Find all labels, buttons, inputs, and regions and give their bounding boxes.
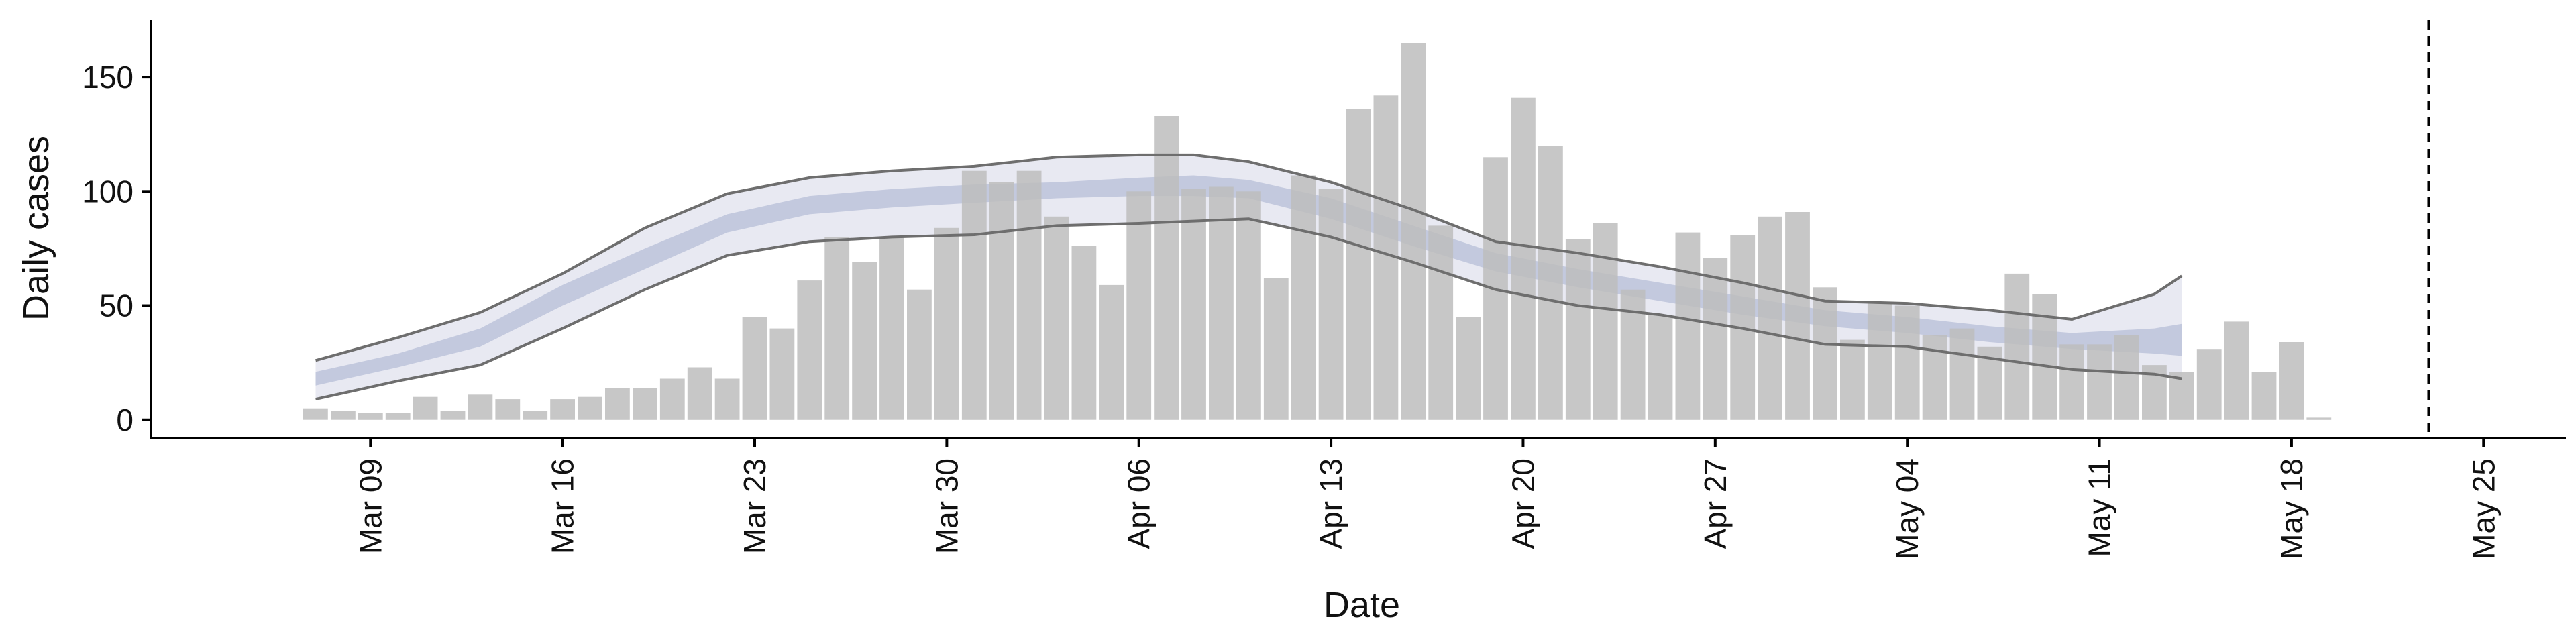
daily-case-bar bbox=[797, 280, 822, 420]
daily-case-bar bbox=[1236, 191, 1261, 420]
daily-case-bar bbox=[1044, 216, 1069, 420]
x-tick-label: Apr 20 bbox=[1505, 458, 1540, 549]
daily-case-bar bbox=[907, 289, 932, 420]
y-tick-label: 0 bbox=[116, 402, 133, 437]
daily-case-bar bbox=[1154, 116, 1179, 420]
daily-case-bar bbox=[2169, 372, 2194, 420]
x-tick-label: May 18 bbox=[2274, 458, 2309, 559]
x-tick-label: May 25 bbox=[2466, 458, 2501, 559]
daily-case-bar bbox=[1565, 239, 1591, 420]
daily-case-bar bbox=[550, 399, 575, 420]
daily-case-bar bbox=[1620, 289, 1646, 420]
daily-case-bar bbox=[879, 237, 904, 420]
daily-case-bar bbox=[2059, 344, 2084, 420]
daily-case-bar bbox=[742, 317, 767, 420]
x-tick-label: May 04 bbox=[1890, 458, 1925, 559]
daily-case-bar bbox=[824, 237, 850, 420]
daily-case-bar bbox=[1867, 303, 1892, 420]
nowcast-band bbox=[315, 154, 2182, 400]
daily-case-bar bbox=[2032, 294, 2057, 420]
daily-case-bar bbox=[1949, 328, 1975, 420]
daily-case-bar bbox=[2251, 372, 2277, 420]
daily-case-bar bbox=[2279, 342, 2304, 420]
daily-case-bar bbox=[523, 411, 548, 420]
x-tick-label: Apr 06 bbox=[1122, 458, 1157, 549]
daily-case-bar bbox=[1401, 43, 1426, 420]
daily-case-bar bbox=[358, 413, 383, 420]
daily-case-bar bbox=[1428, 225, 1454, 420]
x-tick-label: Mar 09 bbox=[353, 458, 388, 554]
daily-case-bar bbox=[852, 262, 877, 420]
daily-case-bar bbox=[2114, 335, 2139, 420]
daily-case-bar bbox=[961, 170, 987, 420]
daily-case-bar bbox=[2004, 273, 2030, 420]
daily-case-bar bbox=[1648, 315, 1673, 420]
x-tick-label: Mar 23 bbox=[737, 458, 772, 554]
daily-case-bar bbox=[1894, 305, 1920, 420]
daily-case-bar bbox=[1016, 170, 1042, 420]
x-tick-label: Mar 30 bbox=[929, 458, 964, 554]
y-axis-title: Daily cases bbox=[16, 136, 56, 321]
daily-case-bar bbox=[1538, 146, 1563, 420]
daily-case-bar bbox=[1263, 278, 1289, 420]
daily-case-bar bbox=[1456, 317, 1481, 420]
daily-case-bar bbox=[1126, 191, 1152, 420]
daily-case-bar bbox=[633, 388, 657, 420]
daily-case-bar bbox=[2087, 344, 2112, 420]
daily-case-bar bbox=[385, 413, 411, 420]
daily-case-bar bbox=[331, 411, 356, 420]
nowcast-upper-line bbox=[315, 153, 2183, 362]
daily-case-bar bbox=[1318, 189, 1344, 420]
daily-case-bar bbox=[1703, 258, 1728, 420]
x-tick-label: Apr 27 bbox=[1698, 458, 1733, 549]
daily-case-bars bbox=[303, 43, 2332, 420]
nowcast-band-lines bbox=[315, 153, 2183, 401]
daily-case-bar bbox=[413, 396, 438, 420]
daily-case-bar bbox=[1071, 246, 1097, 420]
daily-case-bar bbox=[659, 378, 685, 420]
y-tick-label: 150 bbox=[82, 60, 133, 95]
daily-case-bar bbox=[440, 411, 466, 420]
daily-case-bar bbox=[714, 378, 740, 420]
y-tick-label: 100 bbox=[82, 174, 133, 209]
daily-case-bar bbox=[934, 227, 959, 420]
daily-case-bar bbox=[303, 408, 328, 420]
daily-case-bar bbox=[687, 367, 712, 420]
daily-case-bar bbox=[1346, 109, 1371, 420]
x-tick-label: May 11 bbox=[2082, 458, 2117, 557]
daily-case-bar bbox=[2196, 349, 2222, 420]
axes: 0 50 100 150 Mar 09 Mar 16 Mar 23 Mar 30 Apr 06 A… bbox=[82, 20, 2566, 559]
y-tick-label: 50 bbox=[99, 288, 133, 323]
daily-case-bar bbox=[1181, 189, 1206, 420]
daily-case-bar bbox=[1099, 284, 1124, 420]
x-axis-title: Date bbox=[1324, 585, 1400, 625]
daily-case-bar bbox=[1675, 232, 1701, 420]
daily-case-bar bbox=[1291, 175, 1316, 420]
daily-case-bar bbox=[1813, 287, 1837, 420]
x-tick-label: Apr 13 bbox=[1313, 458, 1348, 549]
daily-case-bar bbox=[2306, 417, 2332, 420]
daily-case-bar bbox=[605, 388, 630, 420]
x-tick-label: Mar 16 bbox=[545, 458, 580, 554]
daily-case-bar bbox=[578, 396, 602, 420]
daily-case-bar bbox=[1785, 212, 1810, 420]
daily-case-bar bbox=[1209, 186, 1234, 420]
daily-case-bar bbox=[2224, 321, 2249, 420]
daily-case-bar bbox=[1840, 339, 1865, 420]
daily-case-bar bbox=[1511, 97, 1536, 420]
daily-case-bar bbox=[769, 328, 795, 420]
daily-case-bar bbox=[1758, 216, 1782, 420]
daily-case-bar bbox=[495, 399, 521, 420]
daily-case-bar bbox=[468, 394, 493, 420]
daily-case-bar bbox=[1593, 223, 1618, 420]
nowcast-lower-line bbox=[315, 217, 2182, 401]
daily-case-bar bbox=[989, 182, 1014, 420]
